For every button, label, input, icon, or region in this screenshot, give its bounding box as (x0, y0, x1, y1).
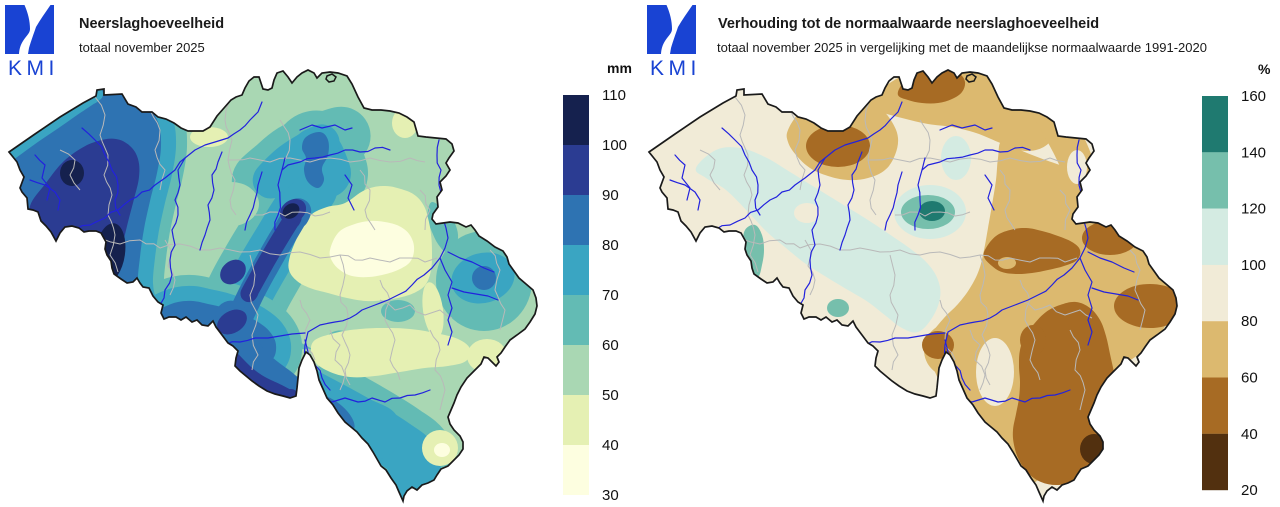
svg-text:20: 20 (1241, 482, 1258, 499)
svg-text:70: 70 (602, 287, 619, 304)
svg-text:160: 160 (1241, 88, 1266, 105)
svg-text:40: 40 (1241, 426, 1258, 443)
svg-text:KMI: KMI (8, 57, 59, 80)
svg-text:80: 80 (602, 237, 619, 254)
svg-text:30: 30 (602, 487, 619, 504)
svg-text:90: 90 (602, 187, 619, 204)
svg-text:40: 40 (602, 437, 619, 454)
svg-text:%: % (1258, 61, 1271, 77)
svg-text:100: 100 (1241, 257, 1266, 274)
svg-text:KMI: KMI (650, 57, 701, 80)
svg-text:60: 60 (1241, 370, 1258, 387)
svg-text:50: 50 (602, 387, 619, 404)
svg-text:100: 100 (602, 137, 627, 154)
svg-text:120: 120 (1241, 201, 1266, 218)
svg-text:80: 80 (1241, 313, 1258, 330)
svg-text:60: 60 (602, 337, 619, 354)
svg-text:mm: mm (607, 60, 632, 76)
svg-text:110: 110 (602, 87, 626, 104)
svg-text:140: 140 (1241, 144, 1266, 161)
